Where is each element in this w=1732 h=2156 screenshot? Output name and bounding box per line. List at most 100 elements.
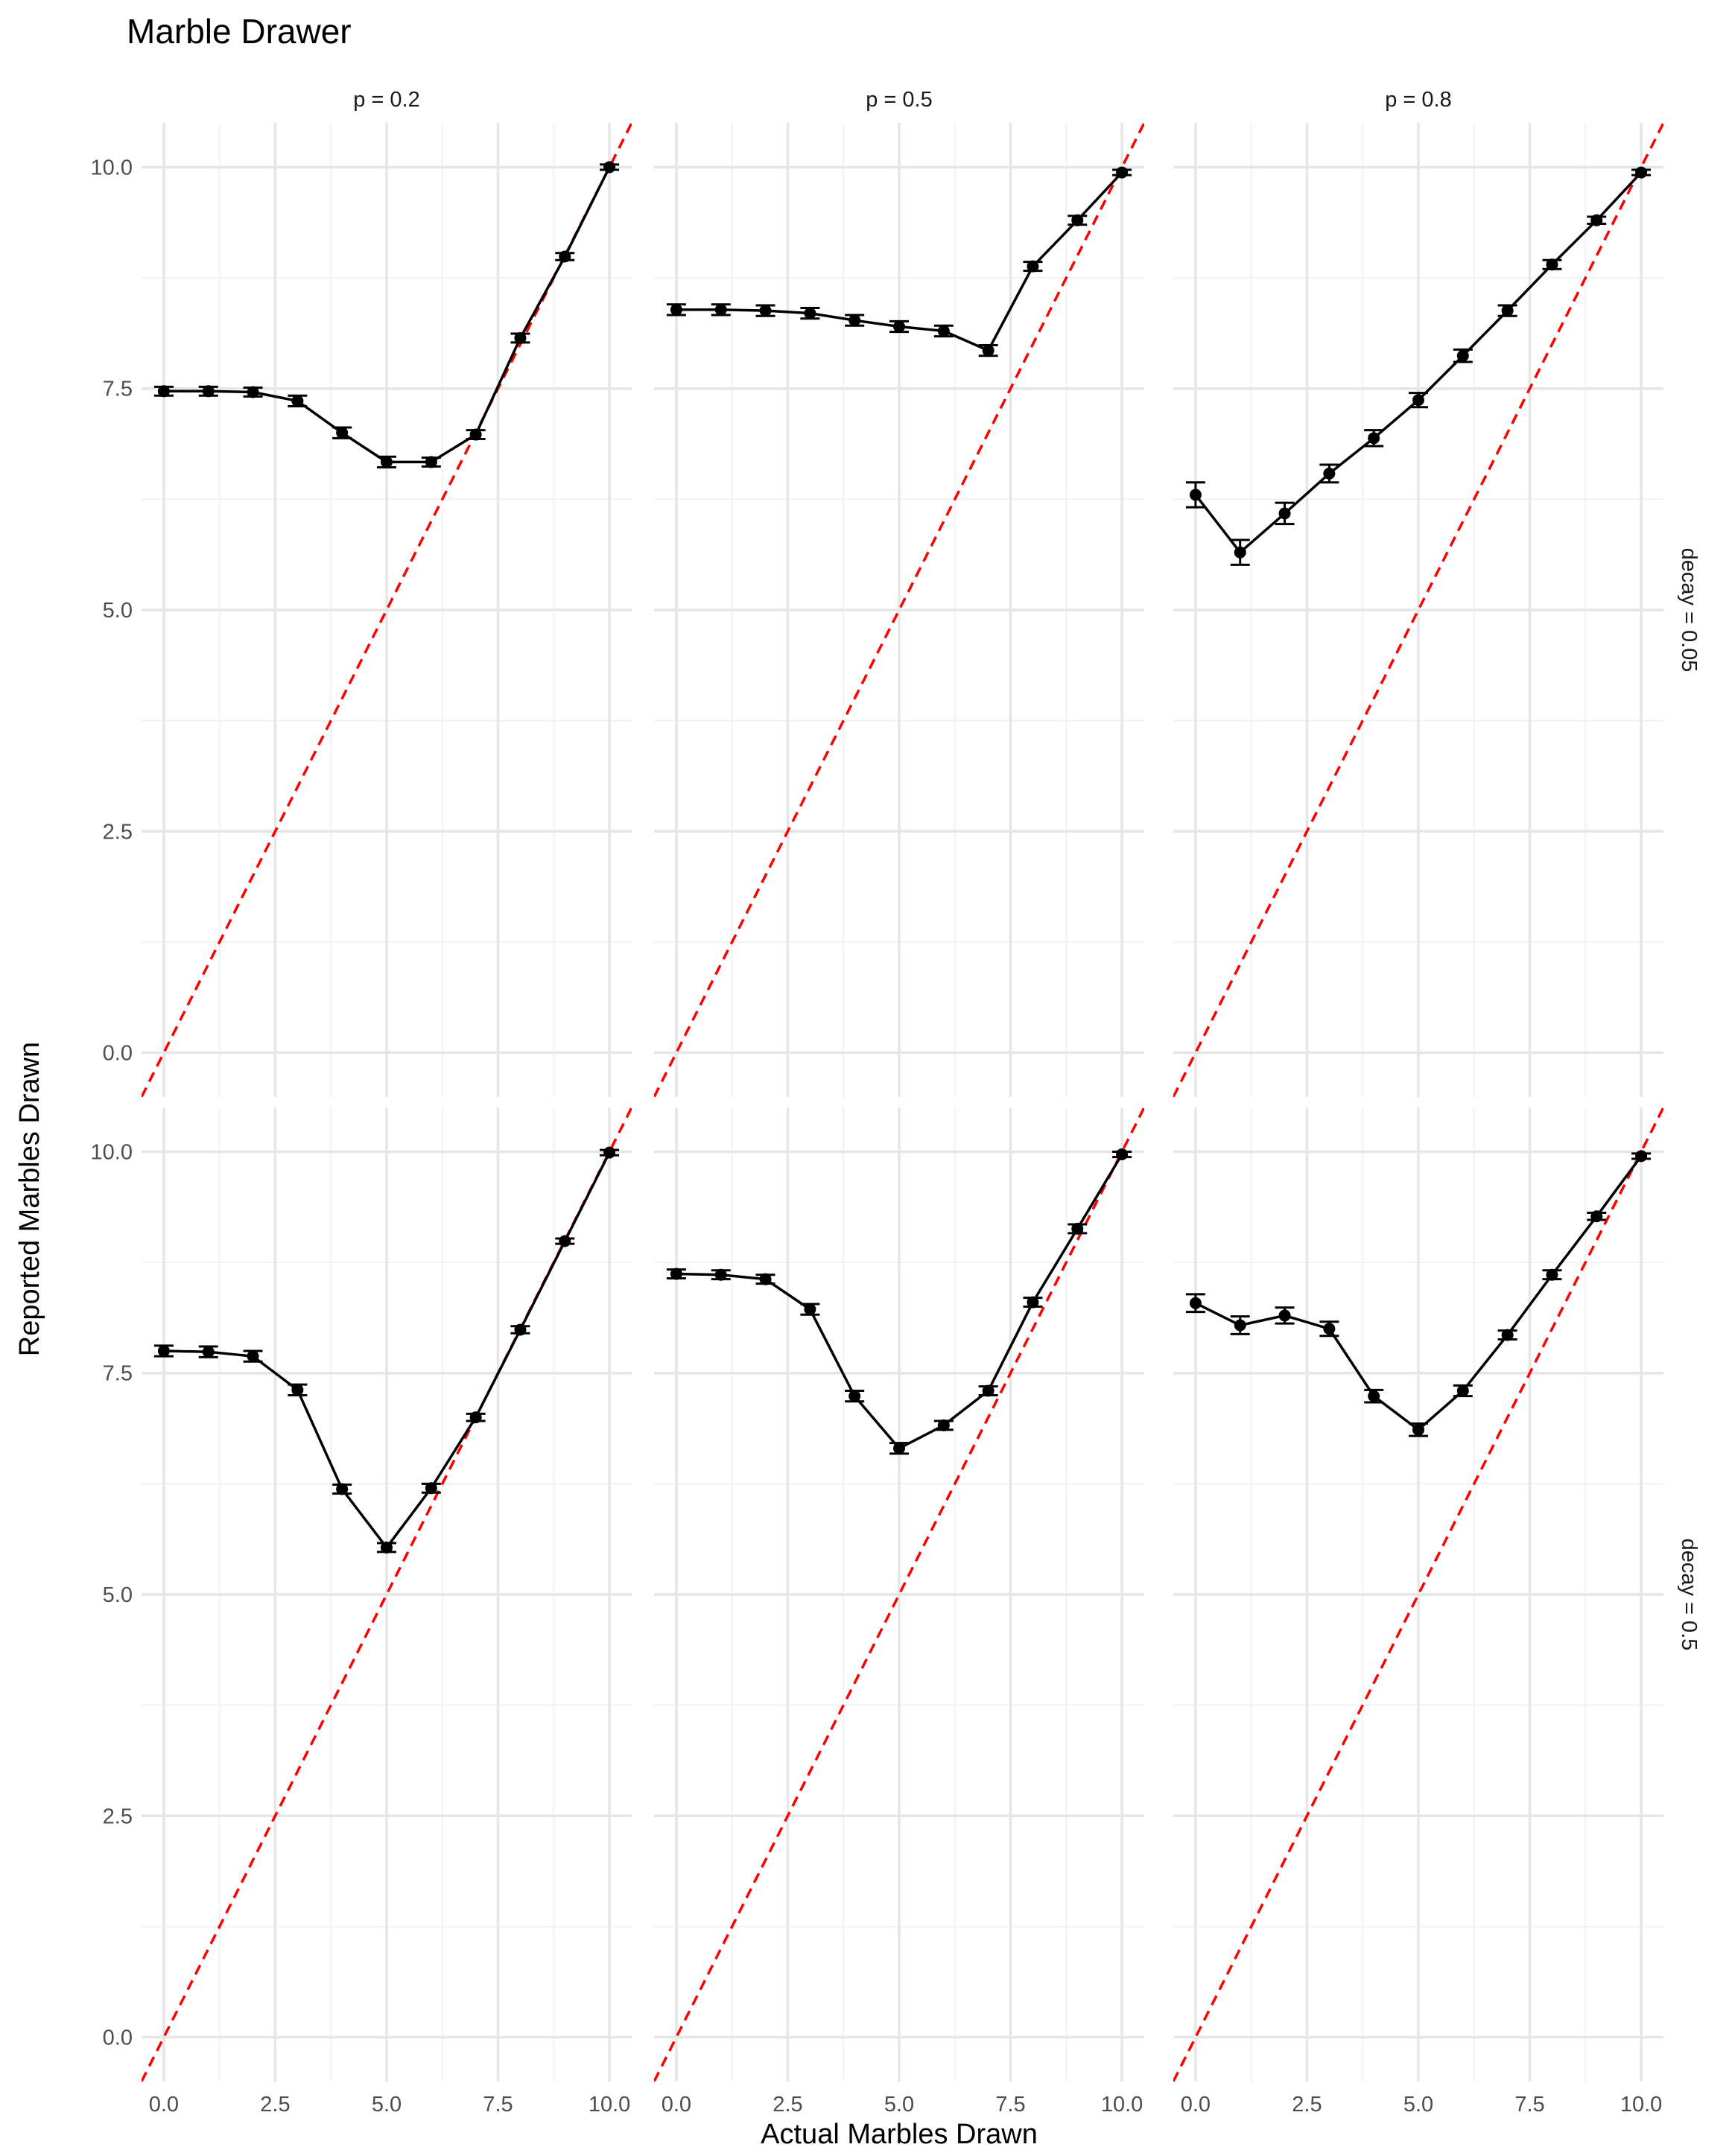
data-point [469,428,482,441]
x-tick-label: 2.5 [1292,2093,1322,2117]
data-point [603,1146,616,1159]
data-point [603,161,616,174]
x-tick-label: 0.0 [149,2093,179,2117]
y-tick-label: 5.0 [103,1583,133,1607]
data-point [759,305,772,317]
data-point [291,395,304,407]
data-point [336,1483,349,1495]
x-tick-label: 10.0 [1620,2093,1662,2117]
data-point [514,331,527,344]
x-tick-label: 0.0 [662,2093,691,2117]
y-tick-label: 10.0 [91,1140,133,1164]
data-point [1412,1423,1424,1436]
data-point [1071,1222,1084,1235]
y-tick-label: 2.5 [103,1804,133,1828]
panel-2-1: 0.0 2.5 5.0 7.5 10.0 0.0 2.5 5.0 7.5 10.0 [91,1107,632,2117]
panel-1-2: p = 0.5 [654,88,1144,1097]
data-point [1501,305,1514,317]
data-point [759,1273,772,1285]
data-point [1412,394,1424,407]
data-point [1368,1390,1380,1402]
panel-2-3: 0.0 2.5 5.0 7.5 10.0 decay = 0.5 [1173,1107,1701,2117]
data-point [291,1384,304,1396]
data-point [1368,432,1380,445]
data-point [804,307,816,319]
data-point [1116,1148,1129,1161]
x-tick-label: 2.5 [773,2093,802,2117]
data-point [425,1482,437,1495]
data-point [1456,1384,1469,1397]
chart-title: Marble Drawer [127,12,352,51]
data-point [982,1384,995,1397]
data-point [1323,467,1336,480]
data-point [1278,1309,1291,1322]
data-point [1116,166,1129,179]
data-point [1590,214,1603,226]
data-point [982,344,995,357]
data-point [893,1442,905,1454]
y-tick-label: 0.0 [103,1042,133,1066]
panel-1-1: 0.0 2.5 5.0 7.5 10.0 p = 0.2 [91,88,632,1097]
y-tick-label: 7.5 [103,378,133,401]
data-point [848,1390,861,1402]
data-point [1635,1150,1648,1163]
x-tick-label: 10.0 [589,2093,630,2117]
x-tick-label: 7.5 [483,2093,513,2117]
data-point [202,385,215,398]
data-point [804,1303,816,1316]
data-point [1546,1268,1558,1281]
column-strip-label: p = 0.2 [353,88,420,112]
data-point [1189,1297,1202,1309]
data-point [937,325,950,337]
y-tick-label: 2.5 [103,820,133,844]
column-strip-label: p = 0.8 [1385,88,1452,112]
panel-1-3: p = 0.8 decay = 0.05 [1173,88,1701,1097]
x-tick-label: 0.0 [1181,2093,1211,2117]
x-tick-label: 5.0 [372,2093,402,2117]
data-point [425,456,437,468]
y-tick-label: 5.0 [103,599,133,623]
row-strip-label: decay = 0.5 [1677,1539,1701,1651]
data-point [714,303,727,316]
data-point [1501,1329,1514,1341]
data-point [559,1235,571,1247]
data-point [559,250,571,263]
data-point [1234,1319,1246,1332]
x-tick-label: 2.5 [260,2093,290,2117]
data-point [202,1346,215,1358]
data-point [381,456,393,468]
data-point [514,1323,527,1336]
data-point [714,1268,727,1281]
row-strip-label: decay = 0.05 [1677,548,1701,672]
y-tick-label: 10.0 [91,156,133,179]
data-point [469,1411,482,1424]
reference-line [1173,1107,1663,2082]
data-point [1635,166,1648,179]
data-point [247,386,259,398]
data-point [157,1345,170,1357]
data-point [1456,349,1469,362]
data-point [1546,258,1558,271]
x-tick-label: 5.0 [1403,2093,1433,2117]
data-point [157,385,170,398]
data-point [1071,214,1084,226]
x-tick-label: 7.5 [1514,2093,1544,2117]
y-axis-title: Reported Marbles Drawn [14,1042,45,1356]
x-tick-label: 7.5 [995,2093,1025,2117]
column-strip-label: p = 0.5 [866,88,933,112]
reference-line [654,123,1144,1097]
y-tick-label: 0.0 [103,2026,133,2050]
data-point [1323,1323,1336,1335]
data-point [670,303,682,316]
data-point [937,1419,950,1431]
x-tick-label: 10.0 [1101,2093,1143,2117]
data-point [1234,546,1246,559]
reference-line [1173,123,1663,1097]
data-point [1278,507,1291,520]
panels-layer: 0.0 2.5 5.0 7.5 10.0 p = 0.2 p = 0.5 p = 0.8 dec… [91,88,1701,2117]
data-point [893,320,905,333]
x-tick-label: 5.0 [884,2093,914,2117]
data-point [1027,260,1039,273]
y-tick-label: 7.5 [103,1362,133,1386]
